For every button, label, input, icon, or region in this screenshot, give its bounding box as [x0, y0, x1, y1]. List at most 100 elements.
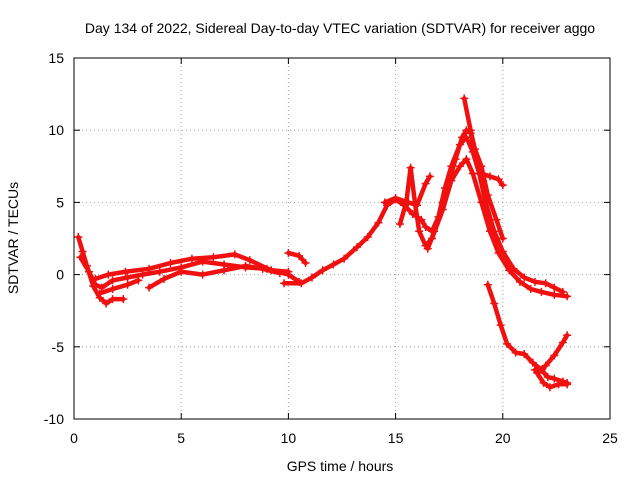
data-point-marker [430, 227, 439, 236]
data-point-marker [539, 378, 548, 387]
data-point-marker [230, 250, 239, 259]
data-point-marker [421, 222, 430, 231]
data-point-marker [550, 290, 559, 299]
data-point-marker [78, 247, 87, 256]
y-tick-label: 15 [48, 50, 64, 66]
x-axis-label: GPS time / hours [287, 458, 394, 474]
data-point-marker [155, 267, 164, 276]
data-series [74, 94, 572, 392]
data-point-marker [473, 155, 482, 164]
data-point-marker [74, 233, 83, 242]
data-point-marker [340, 254, 349, 263]
data-point-marker [483, 280, 492, 289]
data-point-marker [102, 299, 111, 308]
plot-frame [73, 57, 611, 420]
data-point-marker [413, 201, 422, 210]
data-point-marker [423, 244, 432, 253]
data-point-marker [145, 283, 154, 292]
y-tick-label: 5 [56, 194, 64, 210]
data-point-marker [275, 269, 284, 278]
data-point-marker [363, 233, 372, 242]
x-tick-label: 5 [177, 430, 185, 446]
data-point-marker [166, 259, 175, 268]
y-tick-label: 10 [48, 122, 64, 138]
x-tick-label: 20 [495, 430, 511, 446]
data-point-marker [95, 289, 104, 298]
data-point-marker [415, 227, 424, 236]
data-point-marker [160, 274, 169, 283]
data-point-marker [541, 361, 550, 370]
data-point-marker [307, 273, 316, 282]
data-point-marker [533, 368, 542, 377]
y-axis-label: SDTVAR / TECUs [5, 182, 21, 294]
y-tick-label: 0 [56, 267, 64, 283]
y-tick-label: -5 [52, 339, 65, 355]
data-point-marker [550, 283, 559, 292]
data-point-marker [541, 279, 550, 288]
data-point-marker [503, 339, 512, 348]
data-point-marker [220, 266, 229, 275]
data-point-marker [406, 163, 415, 172]
data-point-marker [485, 172, 494, 181]
data-point-marker [498, 234, 507, 243]
data-point-marker [97, 283, 106, 292]
data-point-marker [543, 373, 552, 382]
data-point-marker [425, 172, 434, 181]
data-point-marker [380, 198, 389, 207]
data-point-marker [374, 218, 383, 227]
series-line-arc-12 [485, 282, 570, 386]
data-point-marker [209, 253, 218, 262]
data-point-marker [123, 280, 132, 289]
axis-ticks: 0 5 10 15 20 25 -10 -5 0 5 10 15 [44, 50, 618, 446]
data-point-marker [438, 198, 447, 207]
data-point-marker [455, 162, 464, 171]
data-point-marker [76, 253, 85, 262]
data-point-marker [138, 270, 147, 279]
data-point-marker [537, 287, 546, 296]
data-point-marker [198, 270, 207, 279]
data-point-marker [468, 169, 477, 178]
data-point-marker [353, 243, 362, 252]
x-tick-label: 10 [281, 430, 297, 446]
data-point-marker [421, 179, 430, 188]
data-point-marker [528, 358, 537, 367]
data-point-marker [295, 251, 304, 260]
data-point-marker [284, 267, 293, 276]
y-tick-label: -10 [44, 411, 64, 427]
data-point-marker [515, 277, 524, 286]
data-point-marker [301, 259, 310, 268]
data-point-marker [458, 133, 467, 142]
data-point-marker [492, 215, 501, 224]
data-point-marker [108, 295, 117, 304]
data-point-marker [119, 295, 128, 304]
data-point-marker [445, 176, 454, 185]
data-point-marker [545, 383, 554, 392]
data-point-marker [329, 260, 338, 269]
data-point-marker [511, 348, 520, 357]
data-point-marker [404, 198, 413, 207]
data-point-marker [563, 292, 572, 301]
data-point-marker [134, 276, 143, 285]
data-point-marker [490, 299, 499, 308]
data-point-marker [391, 194, 400, 203]
data-point-marker [280, 279, 289, 288]
series-line-arc-6 [286, 250, 308, 266]
data-point-marker [520, 350, 529, 359]
data-point-marker [485, 227, 494, 236]
series-line-arc-5 [97, 278, 141, 296]
data-point-marker [145, 264, 154, 273]
data-point-marker [91, 274, 100, 283]
data-point-marker [108, 285, 117, 294]
data-point-marker [123, 273, 132, 282]
data-point-marker [505, 266, 514, 275]
data-point-marker [85, 267, 94, 276]
data-point-marker [245, 256, 254, 265]
data-point-marker [554, 380, 563, 389]
data-point-marker [241, 261, 250, 270]
data-point-marker [496, 321, 505, 330]
data-point-marker [563, 380, 572, 389]
data-point-marker [104, 270, 113, 279]
chart-title: Day 134 of 2022, Sidereal Day-to-day VTE… [85, 20, 595, 36]
data-point-marker [187, 254, 196, 263]
data-point-marker [121, 267, 130, 276]
